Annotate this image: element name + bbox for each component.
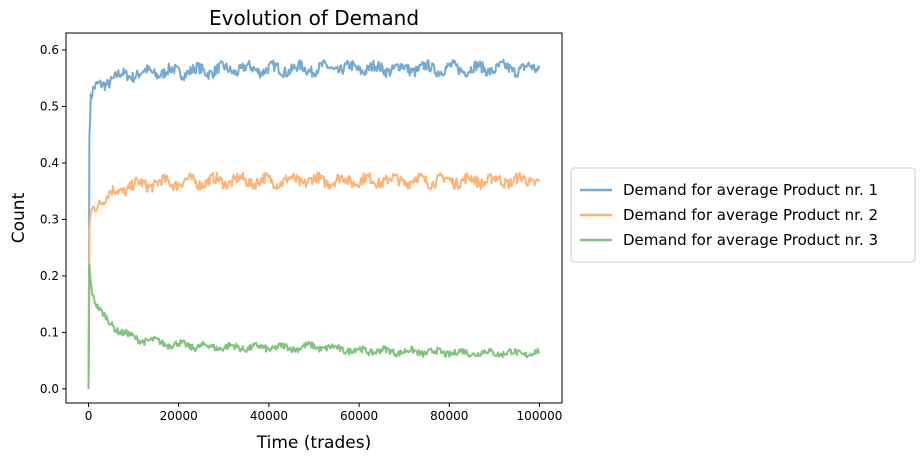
series-line-2 [87,171,541,389]
y-tick-label: 0.2 [40,269,59,283]
y-tick-label: 0.1 [40,325,59,339]
x-tick-label: 20000 [160,409,198,423]
x-tick-label: 100000 [517,409,563,423]
y-axis-title: Count [9,192,29,243]
y-tick-label: 0.0 [40,382,59,396]
y-tick-label: 0.6 [40,43,59,57]
y-tick-label: 0.4 [40,156,59,170]
x-axis: 0 20000 40000 60000 80000 100000 [85,403,563,423]
series-group [87,58,541,389]
plot-area [65,32,563,404]
x-tick-label: 60000 [340,409,378,423]
x-tick-label: 0 [85,409,93,423]
legend-label-3: Demand for average Product nr. 3 [623,231,878,249]
y-tick-label: 0.5 [40,99,59,113]
legend-frame [570,167,916,263]
series-line-1 [87,58,541,389]
series-line-3 [87,263,540,389]
legend-label-2: Demand for average Product nr. 2 [623,206,878,224]
legend-label-1: Demand for average Product nr. 1 [623,181,878,199]
legend: Demand for average Product nr. 1 Demand f… [570,167,916,263]
y-axis: 0.0 0.1 0.2 0.3 0.4 0.5 0.6 [40,43,66,396]
y-tick-label: 0.3 [40,212,59,226]
x-axis-title: Time (trades) [256,433,371,453]
x-tick-label: 80000 [430,409,468,423]
x-tick-label: 40000 [250,409,288,423]
chart-title: Evolution of Demand [209,6,419,30]
